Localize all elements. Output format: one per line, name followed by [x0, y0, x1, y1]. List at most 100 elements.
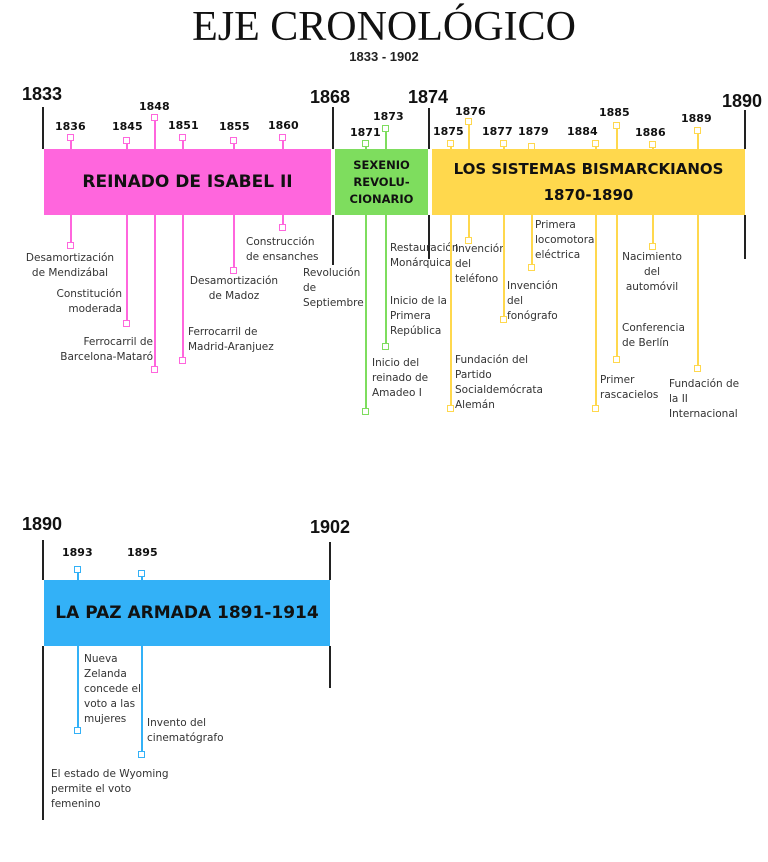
- stem-line: [697, 215, 699, 366]
- stem-line: [233, 144, 235, 149]
- stem-line: [531, 215, 533, 265]
- stem-line: [154, 215, 156, 367]
- event-text-restauracion: Restauración Monárquica: [390, 242, 459, 269]
- stem-line: [126, 215, 128, 321]
- stem-line: [365, 147, 367, 149]
- axis-line-1874-top: [428, 108, 430, 149]
- marker-icon: [694, 365, 701, 372]
- marker-icon: [279, 134, 286, 141]
- stem-line: [450, 215, 452, 406]
- axis-line-1902-bottom: [329, 646, 331, 688]
- year-label-1889: 1889: [681, 112, 712, 125]
- year-label-1845: 1845: [112, 120, 143, 133]
- event-text-wyoming: El estado de Wyoming permite el voto fem…: [51, 768, 169, 810]
- marker-icon: [649, 141, 656, 148]
- period-label-sexenio: SEXENIO REVOLU- CIONARIO: [349, 157, 414, 206]
- marker-icon: [179, 357, 186, 364]
- stem-line: [385, 132, 387, 149]
- stem-line: [77, 646, 79, 728]
- major-year-1833: 1833: [22, 84, 63, 104]
- marker-icon: [362, 408, 369, 415]
- marker-icon: [151, 366, 158, 373]
- year-label-1884: 1884: [567, 125, 598, 138]
- stem-line: [365, 215, 367, 409]
- stem-line: [126, 144, 128, 149]
- year-label-1855: 1855: [219, 120, 250, 133]
- year-label-1895: 1895: [127, 546, 158, 559]
- marker-icon: [500, 316, 507, 323]
- marker-icon: [465, 237, 472, 244]
- period-band-paz-armada: LA PAZ ARMADA 1891-1914: [44, 580, 330, 646]
- period-label-isabel-ii: REINADO DE ISABEL II: [82, 172, 293, 192]
- marker-icon: [613, 356, 620, 363]
- marker-icon: [230, 137, 237, 144]
- major-year-1890-row2: 1890: [22, 514, 63, 534]
- stem-line: [652, 215, 654, 244]
- marker-icon: [67, 134, 74, 141]
- marker-icon: [74, 566, 81, 573]
- event-text: Construcción de ensanches: [246, 236, 319, 263]
- axis-line-1902-top: [329, 542, 331, 580]
- stem-line: [652, 148, 654, 149]
- stem-line: [468, 125, 470, 149]
- marker-icon: [123, 137, 130, 144]
- marker-icon: [528, 264, 535, 271]
- marker-icon: [138, 751, 145, 758]
- event-text: Fundación del Partido Socialdemócrata Al…: [455, 354, 543, 411]
- event-text: Inicio de la Primera República: [390, 295, 447, 337]
- stem-line: [385, 215, 387, 344]
- stem-line: [282, 215, 284, 225]
- stem-line: [233, 215, 235, 268]
- event-text-revolucion-septiembre: Revolución de Septiembre: [303, 267, 364, 309]
- axis-line-1874-bottom: [428, 215, 430, 259]
- year-label-1885: 1885: [599, 106, 630, 119]
- year-label-1851: 1851: [168, 119, 199, 132]
- event-text: Nacimiento del automóvil: [622, 251, 682, 293]
- event-text: Fundación de la II Internacional: [669, 378, 740, 420]
- marker-icon: [382, 343, 389, 350]
- event-text: Conferencia de Berlín: [622, 322, 685, 349]
- stem-line: [141, 577, 143, 580]
- event-text: Desamortización de Mendizábal: [25, 252, 115, 279]
- stem-line: [70, 141, 72, 149]
- event-text: Invento del cinematógrafo: [147, 717, 224, 744]
- period-band-sexenio: SEXENIO REVOLU- CIONARIO: [335, 149, 428, 215]
- year-label-1886: 1886: [635, 126, 666, 139]
- page-subtitle: 1833 - 1902: [349, 49, 419, 64]
- marker-icon: [649, 243, 656, 250]
- stem-line: [616, 129, 618, 149]
- marker-icon: [279, 224, 286, 231]
- event-text: Desamortización de Madoz: [189, 275, 279, 302]
- event-text: Invención del fonógrafo: [507, 280, 558, 322]
- major-year-1890: 1890: [722, 91, 763, 111]
- year-label-1875: 1875: [433, 125, 464, 138]
- stem-line: [141, 646, 143, 752]
- event-text: Ferrocarril de Barcelona-Mataró: [60, 336, 153, 363]
- marker-icon: [362, 140, 369, 147]
- year-label-1871: 1871: [350, 126, 381, 139]
- stem-line: [70, 215, 72, 242]
- year-label-1877: 1877: [482, 125, 513, 138]
- marker-icon: [694, 127, 701, 134]
- marker-icon: [447, 405, 454, 412]
- marker-icon: [592, 140, 599, 147]
- stem-line: [450, 147, 452, 149]
- marker-icon: [528, 143, 535, 150]
- period-label-bismarck: LOS SISTEMAS BISMARCKIANOS 1870-1890: [453, 160, 724, 204]
- stem-line: [595, 147, 597, 149]
- marker-icon: [138, 570, 145, 577]
- year-label-1873: 1873: [373, 110, 404, 123]
- stem-line: [154, 121, 156, 149]
- marker-icon: [230, 267, 237, 274]
- stem-line: [282, 141, 284, 149]
- period-band-isabel-ii: REINADO DE ISABEL II: [44, 149, 331, 215]
- axis-line-1890-top: [744, 110, 746, 149]
- year-label-1836: 1836: [55, 120, 86, 133]
- major-year-1902: 1902: [310, 517, 351, 537]
- event-text: Primer rascacielos: [600, 374, 659, 401]
- axis-line-1833: [42, 107, 44, 149]
- marker-icon: [123, 320, 130, 327]
- event-text: Ferrocarril de Madrid-Aranjuez: [188, 326, 274, 353]
- stem-line: [182, 141, 184, 149]
- axis-line-1868-bottom: [332, 215, 334, 265]
